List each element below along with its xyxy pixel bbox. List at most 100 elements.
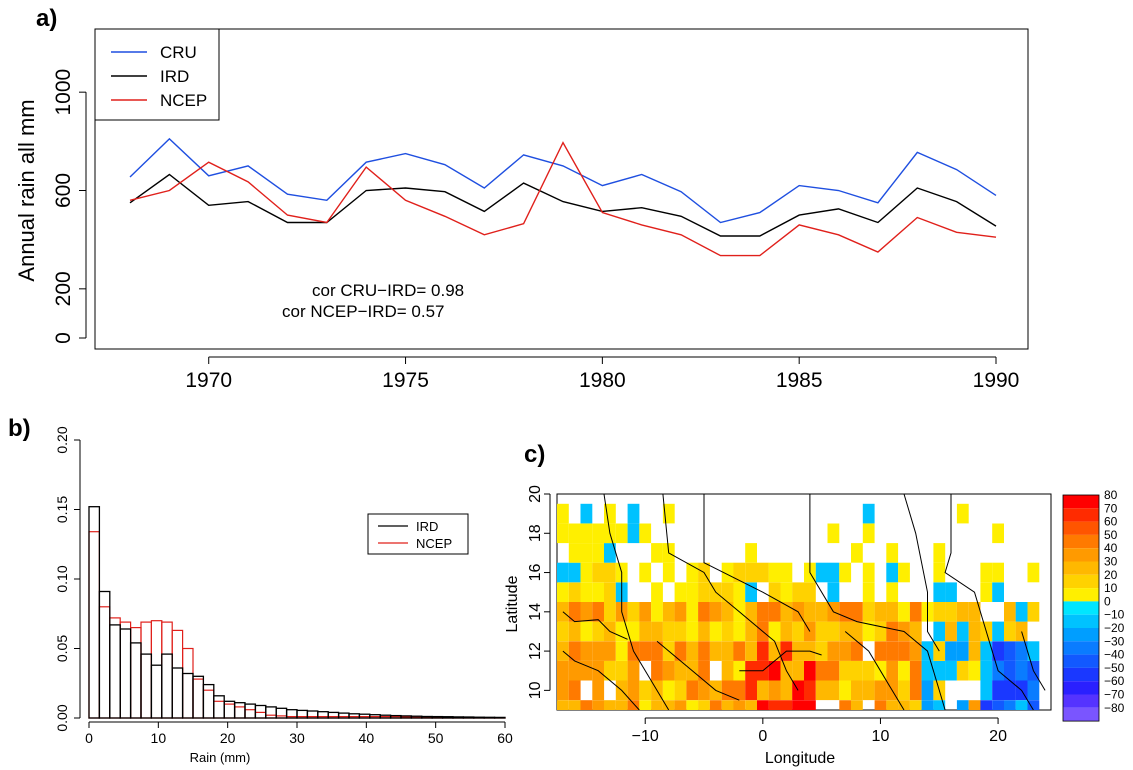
country-border [562, 650, 640, 710]
colorbar-swatch [1063, 601, 1099, 615]
heatmap-cell [1004, 621, 1016, 642]
heatmap-cell [674, 582, 687, 602]
heatmap-cell [745, 582, 757, 602]
x-axis-label-b: Rain (mm) [190, 750, 251, 765]
heatmap-cell [733, 562, 746, 583]
y-tick-label-a: 600 [52, 173, 75, 208]
hist-bar-ird [88, 506, 101, 719]
heatmap-cell [886, 641, 899, 661]
heatmap-cell [745, 700, 757, 710]
heatmap-cell [1004, 660, 1016, 681]
heatmap-cell [698, 641, 710, 661]
heatmap-cell [721, 582, 734, 602]
heatmap-cell [592, 543, 605, 563]
heatmap-cell [839, 641, 852, 661]
heatmap-cell [909, 660, 922, 681]
heatmap-cell [980, 680, 993, 701]
hist-bar-ncep [98, 606, 111, 719]
heatmap-cell [651, 602, 663, 622]
heatmap-cell [1027, 680, 1040, 701]
x-tick-label-b: 40 [359, 730, 375, 746]
hist-bar-ncep [244, 709, 256, 719]
heatmap-cell [980, 641, 993, 661]
heatmap-cell [557, 503, 569, 524]
heatmap-cell [886, 582, 899, 602]
heatmap-cell [827, 660, 840, 681]
colorbar-label: −50 [1104, 661, 1125, 675]
heatmap-cell [1004, 680, 1016, 701]
heatmap-cell [839, 700, 852, 710]
hist-bar-ncep [119, 621, 132, 719]
heatmap-cell [839, 562, 852, 583]
heatmap-cell [557, 621, 569, 642]
heatmap-cell [933, 700, 946, 710]
heatmap-cell [980, 562, 993, 583]
heatmap-cell [686, 621, 699, 642]
colorbar-label: 50 [1104, 528, 1118, 542]
heatmap-cell [733, 621, 746, 642]
heatmap-cell [604, 641, 616, 661]
heatmap-cell [568, 582, 581, 602]
country-border [1021, 631, 1046, 691]
heatmap-cell [862, 582, 875, 602]
heatmap-cell [639, 621, 652, 642]
heatmap-cell [674, 621, 687, 642]
heatmap-cell [768, 680, 781, 701]
x-tick-label-b: 30 [289, 730, 305, 746]
hist-bar-ncep [192, 678, 204, 719]
x-tick-label-c: 20 [989, 728, 1007, 745]
heatmap-cell [615, 700, 628, 710]
heatmap-cell [580, 503, 593, 524]
heatmap-cell [874, 680, 887, 701]
heatmap-cell [604, 543, 616, 563]
heatmap-cell [721, 562, 734, 583]
colorbar-swatch [1063, 614, 1099, 628]
heatmap-cell [580, 660, 593, 681]
colorbar-label: 60 [1104, 515, 1118, 529]
colorbar-swatch [1063, 561, 1099, 575]
heatmap-cell [627, 523, 640, 544]
heatmap-cell [721, 680, 734, 701]
colorbar-swatch [1063, 667, 1099, 682]
heatmap-cell [874, 641, 887, 661]
heatmap-cell [592, 621, 605, 642]
colorbar-label: 30 [1104, 555, 1118, 569]
heatmap-cell [674, 641, 687, 661]
y-tick-label-c: 18 [527, 524, 544, 542]
country-border [656, 640, 740, 701]
heatmap-cell [580, 602, 593, 622]
x-tick-label-c: 10 [872, 728, 890, 745]
heatmap-cell [898, 680, 910, 701]
heatmap-cell [792, 582, 804, 602]
heatmap-cell [662, 562, 675, 583]
x-tick-label-b: 0 [85, 730, 93, 746]
heatmap-cell [851, 602, 863, 622]
heatmap-cell [945, 641, 957, 661]
country-border [944, 494, 1034, 710]
colorbar-label: −10 [1104, 608, 1125, 622]
heatmap-cell [851, 680, 863, 701]
heatmap-cell [557, 582, 569, 602]
colorbar-frame [1062, 494, 1100, 722]
heatmap-cell [568, 562, 581, 583]
y-tick-label-a: 200 [52, 271, 75, 306]
heatmap-cell [956, 700, 969, 710]
heatmap-cell [686, 562, 699, 583]
heatmap-cell [792, 621, 804, 642]
y-axis-label-a: Annual rain all mm [14, 99, 39, 281]
x-tick-label-b: 10 [151, 730, 167, 746]
heatmap-cell [862, 523, 875, 544]
heatmap-cell [1027, 562, 1040, 583]
hist-bar-ird [181, 672, 194, 719]
colorbar-swatch [1063, 534, 1099, 549]
colorbar-swatch [1063, 548, 1099, 562]
heatmap-cell [557, 562, 569, 583]
heatmap-cell [933, 582, 946, 602]
heatmap-cell [721, 602, 734, 622]
hist-bar-ncep [150, 620, 163, 719]
x-tick-label-c: −10 [632, 728, 659, 745]
heatmap-cell [862, 602, 875, 622]
hist-bar-ncep [234, 706, 246, 719]
heatmap-cell [968, 621, 981, 642]
heatmap-cell [639, 700, 652, 710]
